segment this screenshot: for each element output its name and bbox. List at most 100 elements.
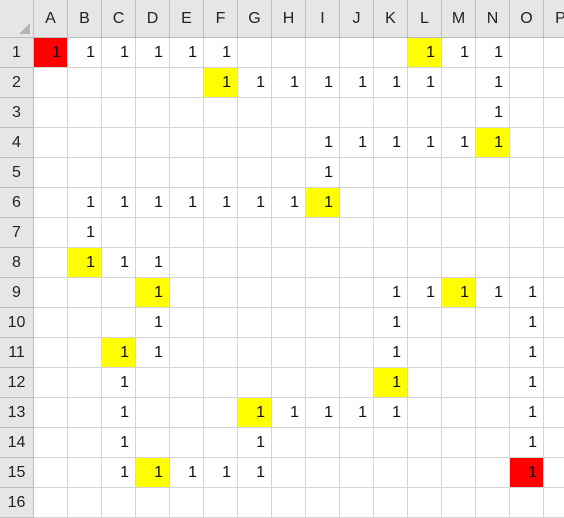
cell-D14[interactable] [136, 428, 170, 458]
cell-G7[interactable] [238, 218, 272, 248]
cell-C13[interactable]: 1 [102, 398, 136, 428]
cell-M4[interactable]: 1 [442, 128, 476, 158]
cell-I1[interactable] [306, 38, 340, 68]
cell-G11[interactable] [238, 338, 272, 368]
cell-G8[interactable] [238, 248, 272, 278]
cell-B16[interactable] [68, 488, 102, 518]
cell-C2[interactable] [102, 68, 136, 98]
cell-J13[interactable]: 1 [340, 398, 374, 428]
cell-H4[interactable] [272, 128, 306, 158]
cell-G14[interactable]: 1 [238, 428, 272, 458]
cell-C9[interactable] [102, 278, 136, 308]
cell-C16[interactable] [102, 488, 136, 518]
cell-B11[interactable] [68, 338, 102, 368]
cell-J7[interactable] [340, 218, 374, 248]
cell-L9[interactable]: 1 [408, 278, 442, 308]
cell-L7[interactable] [408, 218, 442, 248]
cell-P7[interactable] [544, 218, 564, 248]
cell-N11[interactable] [476, 338, 510, 368]
cell-P11[interactable] [544, 338, 564, 368]
cell-F4[interactable] [204, 128, 238, 158]
cell-L4[interactable]: 1 [408, 128, 442, 158]
cell-N2[interactable]: 1 [476, 68, 510, 98]
cell-O10[interactable]: 1 [510, 308, 544, 338]
row-header-5[interactable]: 5 [0, 158, 34, 188]
cell-B13[interactable] [68, 398, 102, 428]
cell-C14[interactable]: 1 [102, 428, 136, 458]
cell-F3[interactable] [204, 98, 238, 128]
cell-A14[interactable] [34, 428, 68, 458]
cell-H5[interactable] [272, 158, 306, 188]
cell-G1[interactable] [238, 38, 272, 68]
cell-N15[interactable] [476, 458, 510, 488]
cell-E14[interactable] [170, 428, 204, 458]
column-header-L[interactable]: L [408, 0, 442, 38]
cell-D5[interactable] [136, 158, 170, 188]
cell-N14[interactable] [476, 428, 510, 458]
row-header-10[interactable]: 10 [0, 308, 34, 338]
column-header-H[interactable]: H [272, 0, 306, 38]
cell-L11[interactable] [408, 338, 442, 368]
cell-O14[interactable]: 1 [510, 428, 544, 458]
cell-O7[interactable] [510, 218, 544, 248]
cell-K3[interactable] [374, 98, 408, 128]
cell-M16[interactable] [442, 488, 476, 518]
cell-E8[interactable] [170, 248, 204, 278]
cell-O3[interactable] [510, 98, 544, 128]
cell-C10[interactable] [102, 308, 136, 338]
row-header-14[interactable]: 14 [0, 428, 34, 458]
cell-O5[interactable] [510, 158, 544, 188]
cell-H13[interactable]: 1 [272, 398, 306, 428]
row-header-11[interactable]: 11 [0, 338, 34, 368]
cell-K13[interactable]: 1 [374, 398, 408, 428]
cell-E2[interactable] [170, 68, 204, 98]
cell-N4[interactable]: 1 [476, 128, 510, 158]
cell-B2[interactable] [68, 68, 102, 98]
cell-I6[interactable]: 1 [306, 188, 340, 218]
cell-H11[interactable] [272, 338, 306, 368]
cell-K8[interactable] [374, 248, 408, 278]
cell-E9[interactable] [170, 278, 204, 308]
cell-P15[interactable] [544, 458, 564, 488]
column-header-M[interactable]: M [442, 0, 476, 38]
cell-M11[interactable] [442, 338, 476, 368]
cell-L6[interactable] [408, 188, 442, 218]
cell-K14[interactable] [374, 428, 408, 458]
cell-D12[interactable] [136, 368, 170, 398]
cell-E16[interactable] [170, 488, 204, 518]
cell-C1[interactable]: 1 [102, 38, 136, 68]
row-header-7[interactable]: 7 [0, 218, 34, 248]
column-header-B[interactable]: B [68, 0, 102, 38]
cell-P6[interactable] [544, 188, 564, 218]
cell-M10[interactable] [442, 308, 476, 338]
column-header-D[interactable]: D [136, 0, 170, 38]
cell-I5[interactable]: 1 [306, 158, 340, 188]
row-header-2[interactable]: 2 [0, 68, 34, 98]
cell-O2[interactable] [510, 68, 544, 98]
cell-B14[interactable] [68, 428, 102, 458]
column-header-F[interactable]: F [204, 0, 238, 38]
cell-K11[interactable]: 1 [374, 338, 408, 368]
row-header-8[interactable]: 8 [0, 248, 34, 278]
cell-G3[interactable] [238, 98, 272, 128]
cell-O8[interactable] [510, 248, 544, 278]
cell-I10[interactable] [306, 308, 340, 338]
cell-G9[interactable] [238, 278, 272, 308]
cell-G5[interactable] [238, 158, 272, 188]
cell-G16[interactable] [238, 488, 272, 518]
cell-E10[interactable] [170, 308, 204, 338]
cell-A4[interactable] [34, 128, 68, 158]
cell-A3[interactable] [34, 98, 68, 128]
cell-A13[interactable] [34, 398, 68, 428]
cell-E1[interactable]: 1 [170, 38, 204, 68]
cell-B10[interactable] [68, 308, 102, 338]
cell-E11[interactable] [170, 338, 204, 368]
cell-B1[interactable]: 1 [68, 38, 102, 68]
cell-D4[interactable] [136, 128, 170, 158]
cell-P14[interactable] [544, 428, 564, 458]
cell-L14[interactable] [408, 428, 442, 458]
cell-P5[interactable] [544, 158, 564, 188]
cell-O13[interactable]: 1 [510, 398, 544, 428]
cell-K6[interactable] [374, 188, 408, 218]
cell-M9[interactable]: 1 [442, 278, 476, 308]
